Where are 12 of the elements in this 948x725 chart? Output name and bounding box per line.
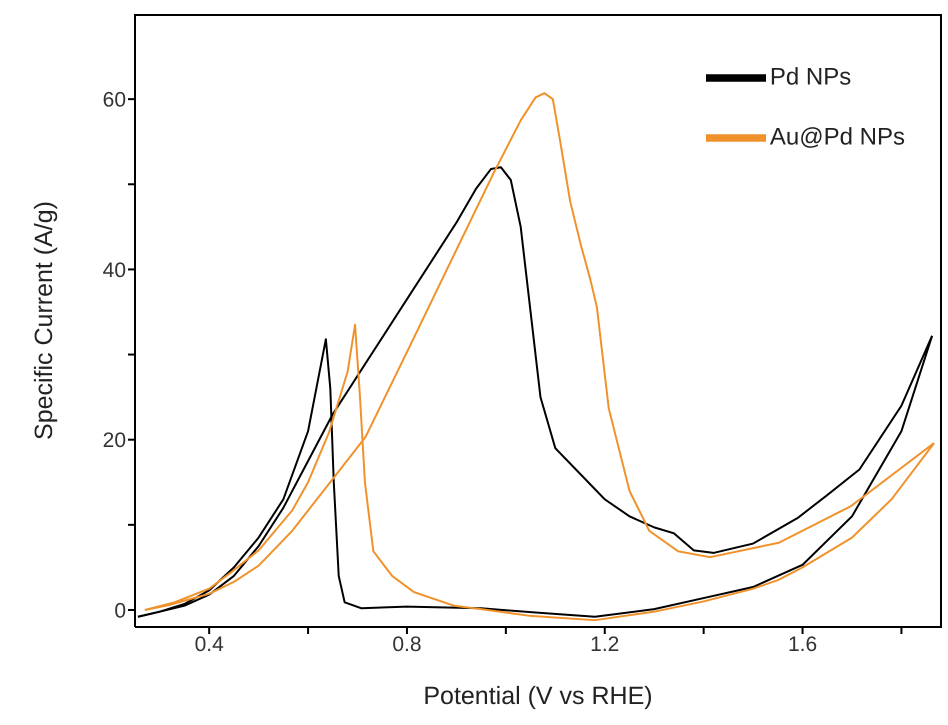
x-tick-label: 0.8 bbox=[392, 632, 422, 656]
legend-label: Au@Pd NPs bbox=[770, 123, 905, 150]
y-tick-label: 40 bbox=[102, 258, 126, 282]
x-tick-label: 1.6 bbox=[788, 632, 818, 656]
x-axis-title: Potential (V vs RHE) bbox=[423, 682, 653, 710]
y-axis-title: Specific Current (A/g) bbox=[30, 201, 58, 440]
y-tick-label: 60 bbox=[102, 88, 126, 112]
x-tick-label: 1.2 bbox=[590, 632, 620, 656]
x-tick-label: 0.4 bbox=[194, 632, 224, 656]
legend-label: Pd NPs bbox=[770, 63, 852, 90]
y-tick-label: 0 bbox=[114, 599, 126, 622]
y-tick-label: 20 bbox=[102, 429, 126, 452]
